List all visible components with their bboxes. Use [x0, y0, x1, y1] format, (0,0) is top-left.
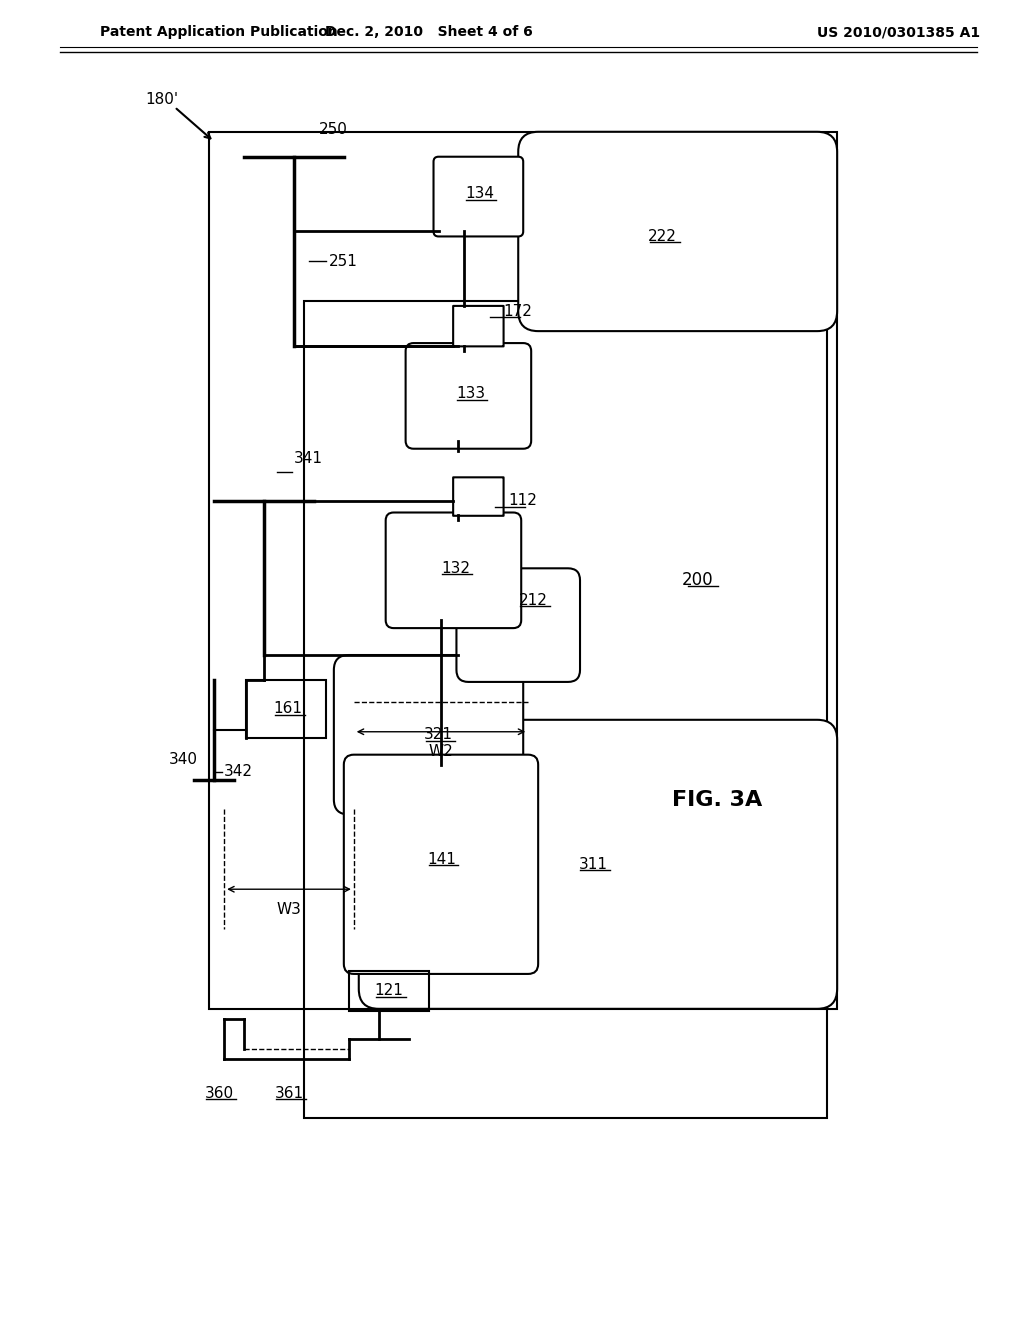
Bar — [349, 972, 428, 1011]
Text: 341: 341 — [294, 450, 323, 466]
Text: 222: 222 — [648, 228, 677, 244]
Text: 161: 161 — [273, 701, 302, 717]
Text: W2: W2 — [429, 744, 454, 759]
Text: FIG. 3A: FIG. 3A — [673, 789, 763, 809]
Bar — [209, 132, 838, 1008]
FancyBboxPatch shape — [518, 132, 838, 331]
Text: 200: 200 — [682, 572, 714, 589]
FancyBboxPatch shape — [344, 755, 539, 974]
FancyBboxPatch shape — [358, 719, 838, 1008]
FancyBboxPatch shape — [334, 655, 523, 814]
Bar — [304, 301, 827, 1118]
Text: 132: 132 — [441, 561, 470, 576]
Text: 121: 121 — [374, 983, 403, 998]
Text: 141: 141 — [427, 851, 456, 867]
Text: Patent Application Publication: Patent Application Publication — [99, 25, 338, 40]
Text: 133: 133 — [456, 387, 485, 401]
Text: Dec. 2, 2010   Sheet 4 of 6: Dec. 2, 2010 Sheet 4 of 6 — [325, 25, 532, 40]
FancyBboxPatch shape — [457, 569, 580, 682]
FancyBboxPatch shape — [406, 343, 531, 449]
Text: 360: 360 — [205, 1086, 233, 1101]
Text: 342: 342 — [224, 764, 253, 779]
Bar — [246, 680, 326, 738]
Text: 251: 251 — [329, 253, 357, 269]
Text: 340: 340 — [168, 752, 198, 767]
Text: US 2010/0301385 A1: US 2010/0301385 A1 — [817, 25, 980, 40]
Text: 212: 212 — [519, 593, 548, 607]
Text: W3: W3 — [276, 902, 301, 916]
FancyBboxPatch shape — [454, 478, 504, 516]
FancyBboxPatch shape — [433, 157, 523, 236]
Text: 172: 172 — [503, 304, 532, 318]
Text: 311: 311 — [579, 857, 607, 871]
Text: 134: 134 — [465, 186, 494, 201]
Text: 180': 180' — [144, 92, 178, 107]
FancyBboxPatch shape — [454, 306, 504, 346]
Text: 112: 112 — [508, 494, 538, 508]
FancyBboxPatch shape — [386, 512, 521, 628]
Text: 361: 361 — [274, 1086, 303, 1101]
Text: 250: 250 — [318, 121, 348, 137]
Text: 321: 321 — [424, 727, 453, 742]
